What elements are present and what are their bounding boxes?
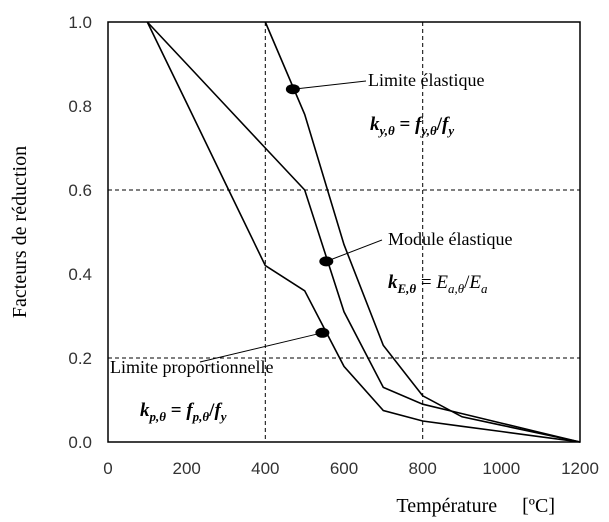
y-tick-label: 1.0 bbox=[68, 13, 92, 32]
x-tick-label: 400 bbox=[251, 459, 279, 478]
x-tick-label: 1000 bbox=[482, 459, 520, 478]
annotation-marker-modulus bbox=[319, 256, 334, 267]
annotation-formula-yield: ky,θ = fy,θ/fy bbox=[370, 114, 454, 138]
series-line-elastic-modulus bbox=[146, 21, 581, 443]
annotation-marker-yield bbox=[285, 84, 300, 95]
annotation-leader-line bbox=[326, 239, 383, 262]
annotation-label-modulus: Module élastique bbox=[388, 229, 512, 249]
annotation-layer bbox=[199, 80, 383, 363]
y-tick-label: 0.8 bbox=[68, 97, 92, 116]
annotation-leader-line bbox=[292, 80, 367, 90]
annotation-formula-proportional: kp,θ = fp,θ/fy bbox=[140, 400, 227, 424]
y-tick-label: 0.6 bbox=[68, 181, 92, 200]
plot-frame bbox=[107, 21, 581, 443]
x-tick-label: 0 bbox=[103, 459, 112, 478]
x-tick-label: 1200 bbox=[561, 459, 599, 478]
annotation-label-proportional: Limite proportionnelle bbox=[110, 357, 273, 377]
annotation-formula-modulus: kE,θ = Ea,θ/Ea bbox=[388, 272, 488, 296]
annotation-label-yield: Limite élastique bbox=[368, 70, 484, 90]
x-tick-label: 800 bbox=[409, 459, 437, 478]
y-tick-label: 0.0 bbox=[68, 433, 92, 452]
gridlines bbox=[108, 22, 580, 442]
y-tick-label: 0.4 bbox=[68, 265, 92, 284]
annotation-leader-line bbox=[199, 332, 323, 363]
annotation-marker-proportional bbox=[315, 327, 330, 338]
y-tick-labels: 0.0 0.2 0.4 0.6 0.8 1.0 bbox=[68, 13, 92, 452]
series-layer bbox=[146, 21, 581, 443]
x-tick-label: 200 bbox=[173, 459, 201, 478]
y-axis-title: Facteurs de réduction bbox=[9, 146, 31, 318]
y-tick-label: 0.2 bbox=[68, 349, 92, 368]
series-line-proportional-limit bbox=[146, 21, 581, 443]
x-tick-labels: 0 200 400 600 800 1000 1200 bbox=[103, 459, 599, 478]
x-tick-label: 600 bbox=[330, 459, 358, 478]
series-line-yield-strength bbox=[264, 21, 581, 443]
x-axis-title: Température [ºC] bbox=[396, 495, 555, 517]
